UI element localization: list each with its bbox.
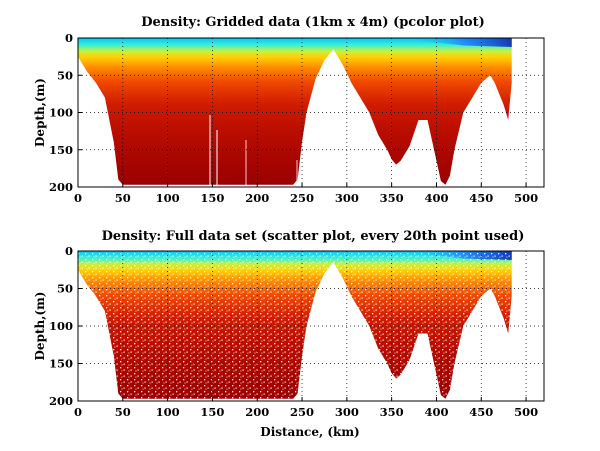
x-tick-label: 500 bbox=[514, 405, 538, 419]
y-tick-label: 50 bbox=[57, 282, 73, 296]
x-tick-label: 500 bbox=[514, 191, 538, 205]
x-tick-label: 200 bbox=[245, 405, 269, 419]
x-tick-label: 0 bbox=[74, 405, 82, 419]
chart-title: Density: Full data set (scatter plot, ev… bbox=[102, 229, 525, 244]
y-tick-label: 200 bbox=[49, 180, 73, 194]
density-field bbox=[78, 38, 512, 185]
data-gaps bbox=[209, 115, 298, 187]
x-tick-label: 350 bbox=[380, 191, 404, 205]
x-tick-label: 150 bbox=[200, 405, 224, 419]
y-axis-label: Depth,(m) bbox=[33, 78, 47, 147]
x-tick-label: 250 bbox=[290, 405, 314, 419]
y-tick-label: 200 bbox=[49, 394, 73, 408]
x-tick-label: 300 bbox=[335, 191, 359, 205]
x-axis-label: Distance, (km) bbox=[260, 425, 359, 439]
cold-surface-water bbox=[409, 38, 512, 47]
x-tick-label: 100 bbox=[156, 405, 180, 419]
x-tick-label: 400 bbox=[424, 191, 448, 205]
x-tick-labels: 0 50 100 150 200 250 300 350 400 450 500 bbox=[74, 397, 538, 419]
y-axis-label: Depth,(m) bbox=[33, 292, 47, 361]
x-tick-label: 250 bbox=[290, 191, 314, 205]
y-tick-label: 150 bbox=[49, 357, 73, 371]
grid-lines bbox=[78, 38, 544, 187]
chart-title: Density: Gridded data (1km x 4m) (pcolor… bbox=[141, 15, 484, 30]
x-tick-labels: 0 50 100 150 200 250 300 350 400 450 500 bbox=[74, 183, 538, 205]
scatter-sampling-gaps bbox=[78, 251, 512, 399]
y-tick-label: 0 bbox=[65, 31, 73, 45]
y-tick-label: 100 bbox=[49, 106, 73, 120]
x-tick-label: 350 bbox=[380, 405, 404, 419]
x-tick-label: 50 bbox=[115, 405, 131, 419]
x-tick-label: 450 bbox=[469, 191, 493, 205]
x-tick-label: 150 bbox=[200, 191, 224, 205]
x-tick-label: 0 bbox=[74, 191, 82, 205]
y-tick-labels: 0 50 100 150 200 bbox=[49, 244, 82, 408]
y-tick-label: 0 bbox=[65, 244, 73, 258]
x-tick-label: 50 bbox=[115, 191, 131, 205]
y-tick-labels: 0 50 100 150 200 bbox=[49, 31, 82, 194]
y-tick-label: 50 bbox=[57, 68, 73, 82]
grid-lines bbox=[78, 251, 544, 401]
panel-scatter: Density: Full data set (scatter plot, ev… bbox=[33, 229, 545, 439]
y-tick-label: 150 bbox=[49, 143, 73, 157]
x-tick-label: 400 bbox=[424, 405, 448, 419]
x-tick-label: 100 bbox=[156, 191, 180, 205]
x-tick-label: 200 bbox=[245, 191, 269, 205]
y-tick-label: 100 bbox=[49, 319, 73, 333]
panel-gridded: Density: Gridded data (1km x 4m) (pcolor… bbox=[33, 15, 545, 205]
x-tick-label: 450 bbox=[469, 405, 493, 419]
x-tick-label: 300 bbox=[335, 405, 359, 419]
